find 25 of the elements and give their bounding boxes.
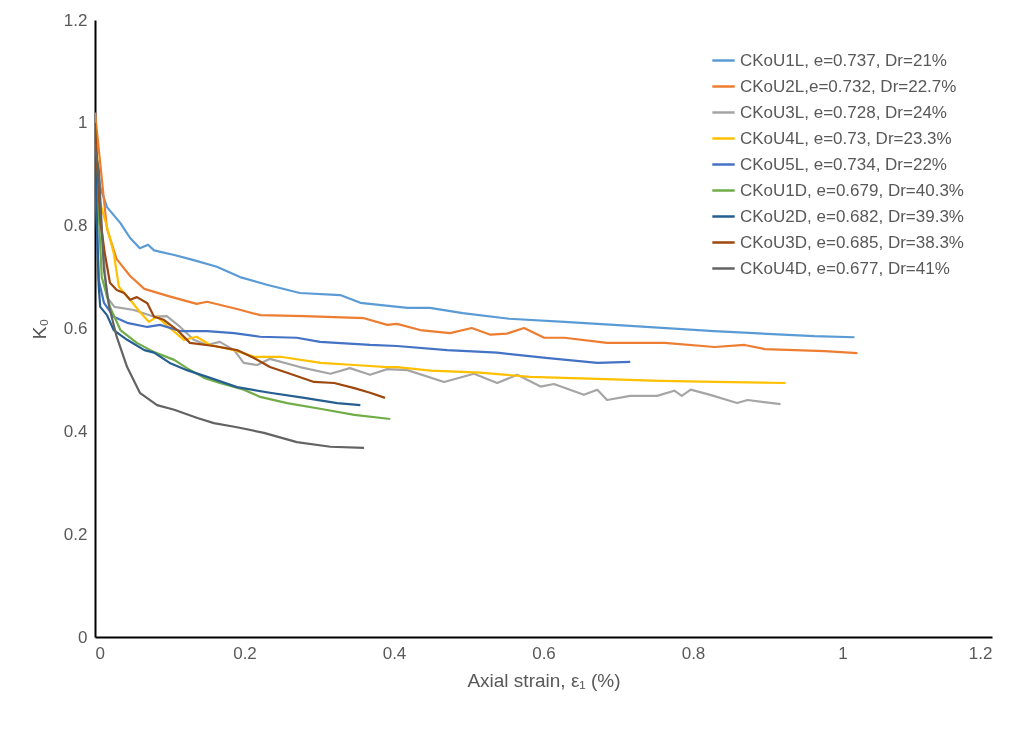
x-tick-label: 0.6	[532, 643, 556, 663]
legend-label: CKoU1L, e=0.737, Dr=21%	[740, 50, 947, 70]
x-tick-label: 0.2	[233, 643, 257, 663]
y-tick-label: 0	[78, 627, 88, 647]
legend-label: CKoU3D, e=0.685, Dr=38.3%	[740, 232, 964, 252]
y-tick-label: 0.8	[63, 216, 88, 236]
x-axis-title: Axial strain, ε₁ (%)	[467, 669, 621, 691]
y-tick-label: 1	[78, 113, 88, 133]
legend-label: CKoU1D, e=0.679, Dr=40.3%	[740, 180, 964, 200]
legend-label: CKoU5L, e=0.734, Dr=22%	[740, 154, 947, 174]
y-axis-title: K₀	[28, 318, 50, 340]
y-tick-label: 0.4	[63, 421, 88, 441]
y-tick-label: 0.6	[63, 319, 88, 338]
x-tick-label: 0.4	[382, 643, 407, 663]
legend-label: CKoU2D, e=0.682, Dr=39.3%	[740, 206, 964, 226]
legend-label: CKoU2L,e=0.732, Dr=22.7%	[740, 76, 957, 96]
legend-label: CKoU4D, e=0.677, Dr=41%	[740, 258, 950, 278]
y-tick-label: 1.2	[63, 10, 88, 30]
legend-label: CKoU4L, e=0.73, Dr=23.3%	[740, 128, 952, 148]
x-tick-label: 0	[95, 643, 105, 663]
legend-label: CKoU3L, e=0.728, Dr=24%	[740, 102, 947, 122]
x-tick-label: 0.8	[681, 643, 706, 663]
x-tick-label: 1.2	[968, 643, 993, 663]
x-tick-label: 1	[838, 643, 848, 663]
y-tick-label: 0.2	[63, 524, 88, 544]
